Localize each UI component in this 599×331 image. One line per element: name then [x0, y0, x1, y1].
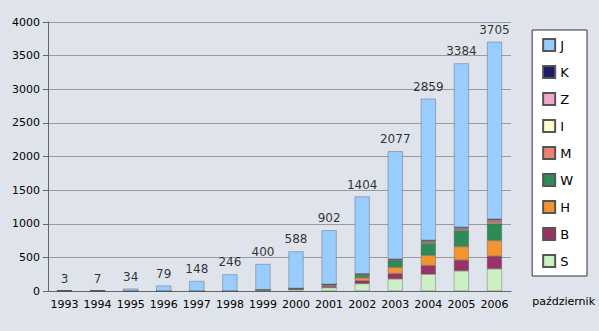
svg-text:2006: 2006	[480, 298, 508, 311]
svg-text:Z: Z	[560, 92, 569, 107]
svg-text:2859: 2859	[413, 80, 444, 94]
svg-text:1999: 1999	[249, 298, 277, 311]
svg-text:1997: 1997	[183, 298, 211, 311]
svg-text:588: 588	[285, 232, 308, 246]
svg-text:2001: 2001	[315, 298, 343, 311]
svg-text:1500: 1500	[12, 184, 40, 197]
svg-text:500: 500	[19, 251, 40, 264]
svg-text:3500: 3500	[12, 49, 40, 62]
svg-text:1994: 1994	[84, 298, 112, 311]
svg-text:3: 3	[61, 272, 69, 286]
svg-text:1993: 1993	[51, 298, 79, 311]
svg-text:2004: 2004	[414, 298, 442, 311]
svg-text:1000: 1000	[12, 217, 40, 230]
svg-text:2000: 2000	[282, 298, 310, 311]
svg-text:3384: 3384	[446, 44, 477, 58]
svg-text:J: J	[559, 38, 564, 53]
svg-text:W: W	[560, 173, 573, 188]
svg-text:3000: 3000	[12, 83, 40, 96]
svg-text:2002: 2002	[348, 298, 376, 311]
svg-text:246: 246	[218, 255, 241, 269]
svg-text:902: 902	[318, 211, 341, 225]
svg-text:2077: 2077	[380, 132, 411, 146]
svg-text:1404: 1404	[347, 178, 378, 192]
svg-text:148: 148	[185, 262, 208, 276]
svg-text:2500: 2500	[12, 116, 40, 129]
svg-text:K: K	[560, 65, 569, 80]
svg-text:2003: 2003	[381, 298, 409, 311]
svg-text:H: H	[560, 200, 570, 215]
svg-text:B: B	[560, 227, 569, 242]
svg-text:400: 400	[252, 245, 275, 259]
svg-text:2005: 2005	[447, 298, 475, 311]
svg-text:M: M	[560, 146, 571, 161]
svg-text:1998: 1998	[216, 298, 244, 311]
svg-text:34: 34	[123, 270, 138, 284]
svg-text:2000: 2000	[12, 150, 40, 163]
svg-text:0: 0	[33, 285, 40, 298]
svg-text:3705: 3705	[479, 23, 510, 37]
svg-text:1995: 1995	[117, 298, 145, 311]
svg-text:październik: październik	[532, 295, 595, 308]
svg-text:79: 79	[156, 267, 171, 281]
svg-text:7: 7	[94, 272, 102, 286]
svg-text:I: I	[560, 119, 564, 134]
svg-text:1996: 1996	[150, 298, 178, 311]
svg-text:4000: 4000	[12, 16, 40, 29]
svg-text:S: S	[560, 254, 568, 269]
